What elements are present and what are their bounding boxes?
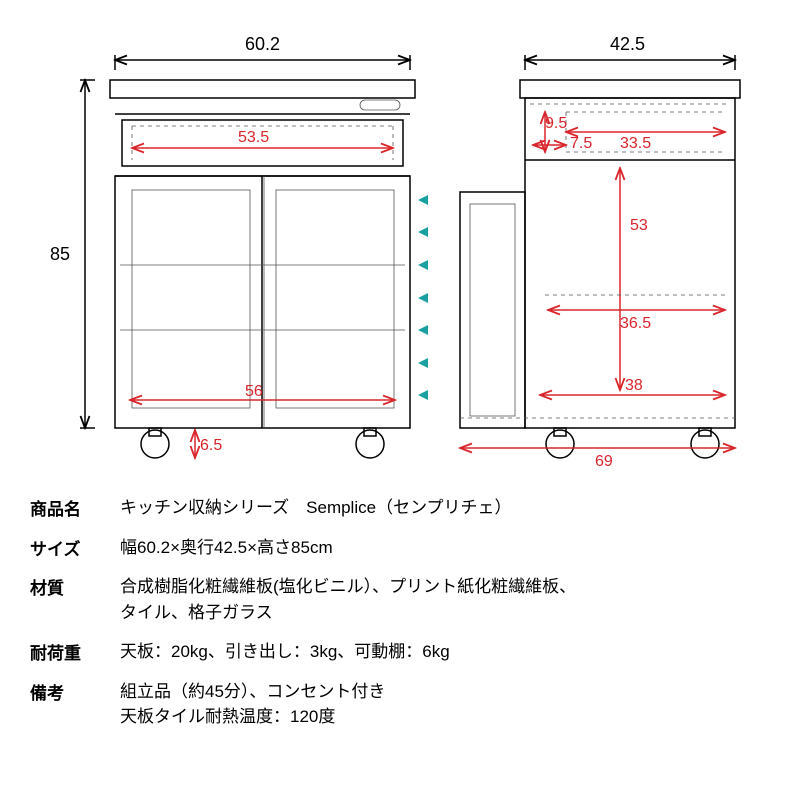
front-top-dim: 60.2 bbox=[245, 34, 280, 54]
spec-load-value: 天板：20kg、引き出し：3kg、可動棚：6kg bbox=[120, 639, 450, 665]
spec-material-label: 材質 bbox=[30, 574, 120, 625]
spec-size-value: 幅60.2×奥行42.5×高さ85cm bbox=[120, 535, 333, 561]
diagram-area: 60.2 85 53.5 56 6.5 42.5 9.5 7.5 33.5 53… bbox=[0, 0, 800, 490]
shelf-depth: 36.5 bbox=[620, 315, 651, 332]
spec-notes-label: 備考 bbox=[30, 679, 120, 730]
drawer-h: 9.5 bbox=[545, 115, 567, 132]
spec-load-label: 耐荷重 bbox=[30, 639, 120, 665]
spec-table: 商品名 キッチン収納シリーズ Semplice（センプリチェ） サイズ 幅60.… bbox=[30, 495, 770, 744]
spec-size-label: サイズ bbox=[30, 535, 120, 561]
drawer-width: 53.5 bbox=[238, 129, 269, 146]
inner-width: 56 bbox=[245, 383, 263, 400]
bottom-depth: 38 bbox=[625, 377, 643, 394]
spec-name-value: キッチン収納シリーズ Semplice（センプリチェ） bbox=[120, 495, 512, 521]
open-width: 69 bbox=[595, 453, 613, 470]
drawer-back: 7.5 bbox=[570, 135, 592, 152]
front-height-dim: 85 bbox=[50, 244, 70, 264]
spec-notes-value: 組立品（約45分）、コンセント付き 天板タイル耐熱温度：120度 bbox=[120, 679, 385, 730]
dimension-diagram: 60.2 85 53.5 56 6.5 42.5 9.5 7.5 33.5 53… bbox=[0, 0, 800, 490]
caster-h: 6.5 bbox=[200, 437, 222, 454]
cavity-h: 53 bbox=[630, 217, 648, 234]
side-top-dim: 42.5 bbox=[610, 34, 645, 54]
spec-name-label: 商品名 bbox=[30, 495, 120, 521]
spec-material-value: 合成樹脂化粧繊維板(塩化ビニル）、プリント紙化粧繊維板、 タイル、格子ガラス bbox=[120, 574, 576, 625]
drawer-depth: 33.5 bbox=[620, 135, 651, 152]
